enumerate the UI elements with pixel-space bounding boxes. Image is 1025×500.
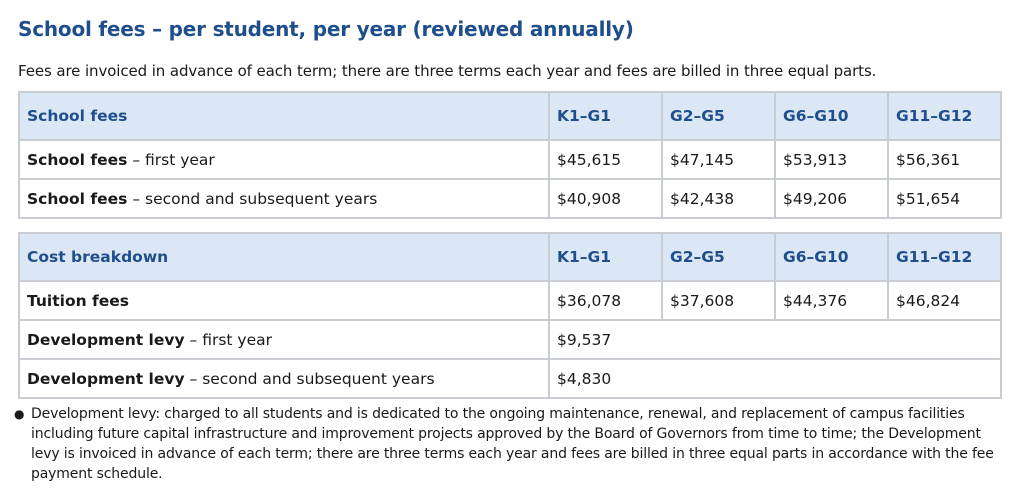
fee-cell: $42,438 [661, 178, 776, 219]
column-header: G6–G10 [774, 232, 889, 282]
fee-cell: $49,206 [774, 178, 889, 219]
cost-breakdown-table: Cost breakdown K1–G1 G2–G5 G6–G10 G11–G1… [18, 232, 1002, 399]
column-header: K1–G1 [548, 91, 663, 141]
row-label: Development levy – first year [18, 319, 550, 360]
fee-cell: $51,654 [887, 178, 1002, 219]
row-label-bold: School fees [27, 150, 128, 169]
fee-cell: $46,824 [887, 280, 1002, 321]
school-fees-table: School fees K1–G1 G2–G5 G6–G10 G11–G12 S… [18, 91, 1002, 219]
fee-cell: $40,908 [548, 178, 663, 219]
column-header: Cost breakdown [18, 232, 550, 282]
fee-cell: $56,361 [887, 139, 1002, 180]
row-label-bold: School fees [27, 189, 128, 208]
footnote-text: Development levy: charged to all student… [31, 406, 994, 482]
bullet-icon: ● [14, 407, 25, 421]
column-header: School fees [18, 91, 550, 141]
row-label-rest: – second and subsequent years [127, 189, 378, 208]
column-header: G11–G12 [887, 232, 1002, 282]
row-label-rest: – second and subsequent years [184, 369, 435, 388]
row-label: Development levy – second and subsequent… [18, 358, 550, 399]
row-label-bold: Tuition fees [27, 291, 130, 310]
fee-cell: $36,078 [548, 280, 663, 321]
table-row: Tuition fees $36,078 $37,608 $44,376 $46… [18, 280, 1002, 321]
column-header: G2–G5 [661, 91, 776, 141]
row-label-bold: Development levy [27, 330, 185, 349]
fee-cell: $47,145 [661, 139, 776, 180]
fee-cell: $45,615 [548, 139, 663, 180]
page-title: School fees – per student, per year (rev… [18, 17, 634, 41]
column-header: G2–G5 [661, 232, 776, 282]
row-label-rest: – first year [184, 330, 272, 349]
table-row: School fees – first year $45,615 $47,145… [18, 139, 1002, 180]
table-header-row: Cost breakdown K1–G1 G2–G5 G6–G10 G11–G1… [18, 232, 1002, 282]
table-row: Development levy – second and subsequent… [18, 358, 1002, 399]
row-label: School fees – first year [18, 139, 550, 180]
column-header: K1–G1 [548, 232, 663, 282]
table-row: Development levy – first year $9,537 [18, 319, 1002, 360]
row-label: Tuition fees [18, 280, 550, 321]
fee-cell: $9,537 [548, 319, 1002, 360]
row-label-bold: Development levy [27, 369, 185, 388]
column-header: G11–G12 [887, 91, 1002, 141]
table-header-row: School fees K1–G1 G2–G5 G6–G10 G11–G12 [18, 91, 1002, 141]
fee-cell: $53,913 [774, 139, 889, 180]
fee-cell: $44,376 [774, 280, 889, 321]
column-header: G6–G10 [774, 91, 889, 141]
row-label: School fees – second and subsequent year… [18, 178, 550, 219]
fee-cell: $37,608 [661, 280, 776, 321]
row-label-rest: – first year [127, 150, 215, 169]
intro-text: Fees are invoiced in advance of each ter… [18, 62, 877, 80]
table-row: School fees – second and subsequent year… [18, 178, 1002, 219]
footnote: ● Development levy: charged to all stude… [14, 404, 1004, 484]
fee-cell: $4,830 [548, 358, 1002, 399]
